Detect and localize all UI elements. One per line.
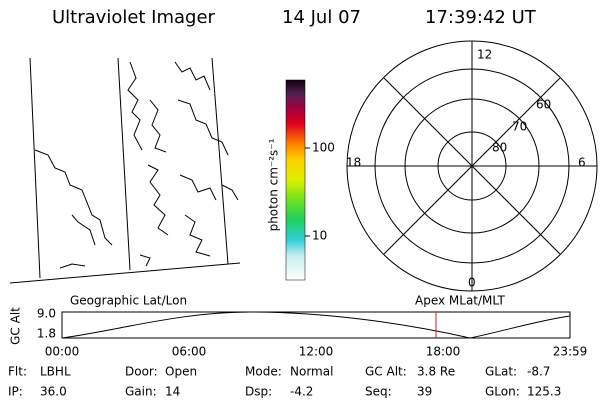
lat-label: 70 — [512, 120, 527, 134]
orbit-x-label: 12:00 — [299, 345, 334, 359]
footer-value: LBHL — [40, 365, 71, 379]
footer: Flt: LBHL Door: Open Mode: Normal GC Alt: 3.8 R… — [8, 365, 561, 399]
footer-label: Mode: — [245, 365, 282, 379]
footer-value: 39 — [417, 385, 432, 399]
orbit-right-label: Apex MLat/MLT — [415, 294, 505, 308]
orbit-y-label: 1.8 — [37, 327, 56, 341]
orbit-left-label: Geographic Lat/Lon — [70, 294, 187, 308]
footer-value: Open — [165, 365, 197, 379]
orbit-axis-label: GC Alt — [9, 307, 23, 345]
orbit-curve — [61, 311, 571, 339]
time: 17:39:42 UT — [425, 7, 537, 28]
mlt-label: 0 — [468, 276, 476, 290]
colorbar — [285, 79, 306, 281]
footer-value: 14 — [165, 385, 180, 399]
orbit-y-label: 9.0 — [37, 307, 56, 321]
footer-value: Normal — [290, 365, 333, 379]
footer-value: -8.7 — [527, 365, 550, 379]
polar-grid — [346, 40, 598, 292]
mlt-label: 12 — [477, 48, 492, 62]
orbit-x-label: 18:00 — [426, 345, 461, 359]
footer-label: GLat: — [485, 365, 517, 379]
footer-label: Gain: — [125, 385, 157, 399]
lat-label: 60 — [536, 98, 551, 112]
date: 14 Jul 07 — [282, 7, 361, 28]
mlt-label: 6 — [578, 156, 586, 170]
footer-label: Seq: — [365, 385, 392, 399]
footer-label: GC Alt: — [365, 365, 407, 379]
title: Ultraviolet Imager — [52, 7, 216, 28]
footer-label: IP: — [8, 385, 23, 399]
orbit-box — [61, 311, 571, 339]
mlt-label: 18 — [346, 156, 361, 170]
orbit-x-label: 00:00 — [45, 345, 80, 359]
footer-label: Flt: — [8, 365, 27, 379]
colorbar-label: photon cm⁻²s⁻¹ — [267, 138, 281, 231]
footer-value: -4.2 — [290, 385, 313, 399]
footer-value: 3.8 Re — [417, 365, 455, 379]
map — [9, 57, 241, 284]
colorbar-tick-label: 100 — [312, 141, 335, 155]
orbit-x-label: 06:00 — [172, 345, 207, 359]
colorbar-tick-label: 10 — [312, 229, 327, 243]
footer-label: GLon: — [485, 385, 520, 399]
footer-label: Dsp: — [245, 385, 272, 399]
lat-label: 80 — [492, 141, 507, 155]
footer-value: 36.0 — [40, 385, 67, 399]
orbit-x-label: 23:59 — [553, 345, 588, 359]
footer-value: 125.3 — [527, 385, 561, 399]
footer-label: Door: — [125, 365, 158, 379]
